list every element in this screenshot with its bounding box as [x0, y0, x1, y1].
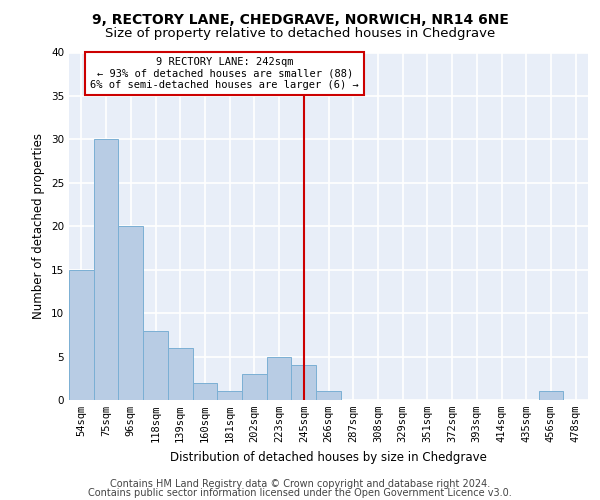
Bar — [267, 356, 292, 400]
Bar — [94, 140, 118, 400]
Bar — [539, 392, 563, 400]
Y-axis label: Number of detached properties: Number of detached properties — [32, 133, 46, 320]
Bar — [118, 226, 143, 400]
Bar — [69, 270, 94, 400]
Bar — [143, 330, 168, 400]
Bar — [193, 382, 217, 400]
Bar — [217, 392, 242, 400]
Text: 9, RECTORY LANE, CHEDGRAVE, NORWICH, NR14 6NE: 9, RECTORY LANE, CHEDGRAVE, NORWICH, NR1… — [92, 12, 508, 26]
Text: Contains HM Land Registry data © Crown copyright and database right 2024.: Contains HM Land Registry data © Crown c… — [110, 479, 490, 489]
Text: Size of property relative to detached houses in Chedgrave: Size of property relative to detached ho… — [105, 28, 495, 40]
Bar — [316, 392, 341, 400]
Text: Contains public sector information licensed under the Open Government Licence v3: Contains public sector information licen… — [88, 488, 512, 498]
Bar — [168, 348, 193, 400]
Bar — [242, 374, 267, 400]
Bar — [292, 365, 316, 400]
X-axis label: Distribution of detached houses by size in Chedgrave: Distribution of detached houses by size … — [170, 450, 487, 464]
Text: 9 RECTORY LANE: 242sqm
← 93% of detached houses are smaller (88)
6% of semi-deta: 9 RECTORY LANE: 242sqm ← 93% of detached… — [91, 57, 359, 90]
